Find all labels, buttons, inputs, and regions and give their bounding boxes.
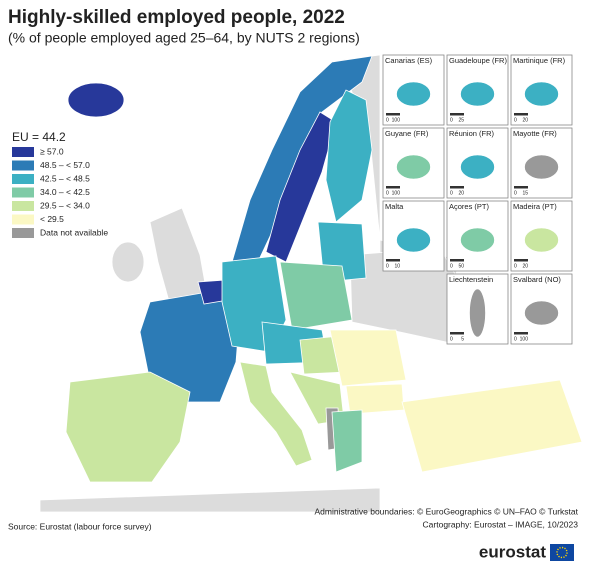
- inset-label: Madeira (PT): [513, 202, 557, 211]
- inset-shape: [396, 81, 431, 107]
- scale-label: 5: [461, 336, 464, 342]
- inset-shape: [460, 227, 495, 253]
- scale-bar: [514, 259, 528, 262]
- inset-label: Liechtenstein: [449, 275, 493, 284]
- inset-shape: [469, 288, 486, 338]
- inset-label: Guyane (FR): [385, 129, 429, 138]
- scale-label: 0: [514, 117, 517, 123]
- title: Highly-skilled employed people, 2022: [8, 7, 345, 28]
- scale-label: 0: [386, 190, 389, 196]
- eu-flag: [550, 544, 574, 561]
- scale-label: 0: [450, 263, 453, 269]
- inset-shape: [396, 154, 431, 180]
- cartography: Cartography: Eurostat – IMAGE, 10/2023: [423, 519, 579, 529]
- legend-label: Data not available: [40, 227, 108, 237]
- inset-shape: [524, 154, 559, 180]
- scale-label: 50: [458, 263, 464, 269]
- scale-bar: [514, 332, 528, 335]
- scale-label: 20: [522, 263, 528, 269]
- inset-label: Mayotte (FR): [513, 129, 557, 138]
- scale-bar: [386, 113, 400, 116]
- scale-label: 100: [520, 336, 529, 342]
- scale-label: 0: [450, 190, 453, 196]
- inset-shape: [524, 300, 559, 326]
- scale-bar: [450, 113, 464, 116]
- inset-label: Martinique (FR): [513, 56, 566, 65]
- scale-bar: [450, 332, 464, 335]
- subtitle: (% of people employed aged 25–64, by NUT…: [8, 30, 360, 46]
- legend-swatch: [12, 160, 34, 171]
- legend-swatch: [12, 201, 34, 211]
- legend-label: 29.5 – < 34.0: [40, 200, 90, 210]
- inset-label: Svalbard (NO): [513, 275, 561, 284]
- legend-label: ≥ 57.0: [40, 146, 64, 156]
- legend-swatch: [12, 214, 34, 225]
- scale-label: 0: [450, 117, 453, 123]
- legend-swatch: [12, 187, 34, 198]
- scale-label: 0: [514, 336, 517, 342]
- scale-label: 20: [522, 117, 528, 123]
- scale-label: 100: [392, 190, 401, 196]
- legend: EU = 44.2 ≥ 57.0 48.5 – < 57.0 42.5 – < 48…: [12, 130, 108, 238]
- scale-label: 25: [458, 117, 464, 123]
- inset-shape: [460, 154, 495, 180]
- scale-bar: [386, 259, 400, 262]
- boundaries: Administrative boundaries: © EuroGeograp…: [314, 506, 578, 516]
- inset-label: Açores (PT): [449, 202, 490, 211]
- inset-label: Réunion (FR): [449, 129, 495, 138]
- legend-swatch: [12, 147, 34, 157]
- inset-shape: [524, 81, 559, 107]
- inset-label: Malta: [385, 202, 404, 211]
- scale-label: 10: [394, 263, 400, 269]
- scale-bar: [386, 186, 400, 189]
- scale-label: 0: [514, 263, 517, 269]
- legend-label: 48.5 – < 57.0: [40, 160, 90, 170]
- scale-label: 20: [458, 190, 464, 196]
- scale-bar: [450, 259, 464, 262]
- source: Source: Eurostat (labour force survey): [8, 521, 152, 531]
- inset-shape: [460, 81, 495, 107]
- scale-label: 100: [392, 117, 401, 123]
- legend-label: 34.0 – < 42.5: [40, 187, 90, 197]
- legend-label: 42.5 – < 48.5: [40, 173, 90, 183]
- legend-swatch: [12, 228, 34, 238]
- scale-label: 0: [386, 263, 389, 269]
- legend-title: EU = 44.2: [12, 130, 66, 144]
- scale-bar: [514, 186, 528, 189]
- scale-label: 0: [386, 117, 389, 123]
- inset-label: Guadeloupe (FR): [449, 56, 507, 65]
- scale-label: 0: [450, 336, 453, 342]
- scale-bar: [450, 186, 464, 189]
- base-map: [0, 50, 583, 513]
- legend-label: < 29.5: [40, 214, 64, 224]
- scale-label: 15: [522, 190, 528, 196]
- scale-bar: [514, 113, 528, 116]
- inset-shape: [396, 227, 431, 253]
- scale-label: 0: [514, 190, 517, 196]
- inset-label: Canarias (ES): [385, 56, 433, 65]
- inset-shape: [524, 227, 559, 253]
- legend-swatch: [12, 174, 34, 184]
- logo-text: eurostat: [479, 542, 546, 561]
